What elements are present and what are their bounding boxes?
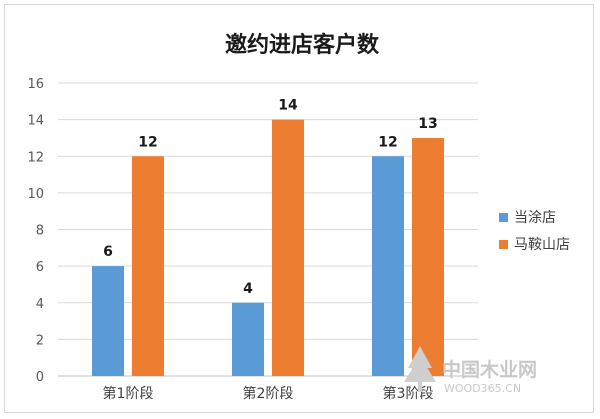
bar <box>92 266 124 376</box>
tree-logo-icon <box>404 346 436 392</box>
x-tick-label: 第1阶段 <box>103 385 154 402</box>
watermark-sub: WOOD365.CN <box>444 382 521 395</box>
x-tick-label: 第2阶段 <box>243 385 294 402</box>
bars <box>92 119 444 376</box>
y-tick-label: 4 <box>36 297 44 312</box>
legend-label: 马鞍山店 <box>514 237 570 253</box>
y-tick-label: 10 <box>27 187 44 202</box>
data-label: 14 <box>278 98 298 114</box>
legend-swatch <box>499 240 508 249</box>
y-tick-label: 14 <box>27 114 44 129</box>
y-tick-label: 2 <box>36 333 44 348</box>
data-label: 12 <box>378 134 397 150</box>
watermark-text: 中国木业网 <box>442 358 537 381</box>
data-label: 4 <box>243 281 253 297</box>
y-tick-label: 6 <box>36 260 44 275</box>
y-tick-label: 12 <box>27 150 44 165</box>
y-axis: 0 2 4 6 8 10 12 14 16 <box>27 77 44 385</box>
bar <box>132 156 164 376</box>
x-tick-label: 第3阶段 <box>383 385 434 402</box>
bar <box>232 302 264 376</box>
y-tick-label: 16 <box>27 77 44 92</box>
legend-label: 当涂店 <box>514 210 556 226</box>
bar <box>272 119 304 376</box>
data-label: 6 <box>103 244 113 260</box>
watermark: 中国木业网 WOOD365.CN <box>404 346 537 395</box>
x-axis: 第1阶段 第2阶段 第3阶段 <box>103 385 434 402</box>
data-labels: 6 12 4 14 12 13 <box>103 98 438 297</box>
y-tick-label: 0 <box>36 370 44 385</box>
bar <box>372 156 404 376</box>
y-tick-label: 8 <box>36 224 44 239</box>
data-label: 13 <box>418 116 437 132</box>
bar <box>412 137 444 376</box>
data-label: 12 <box>138 134 157 150</box>
chart-title: 邀约进店客户数 <box>225 32 380 58</box>
legend-swatch <box>499 213 508 222</box>
